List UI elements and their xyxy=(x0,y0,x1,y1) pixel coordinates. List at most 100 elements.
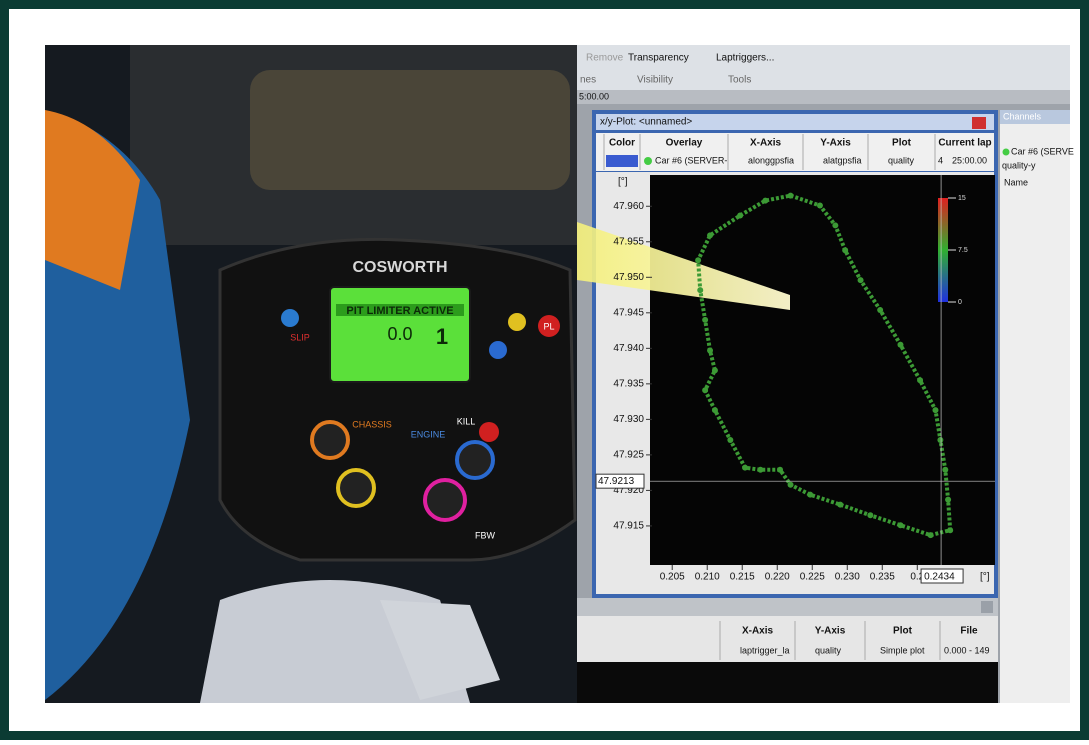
column-header: Overlay xyxy=(666,138,703,149)
table-cell: alatgpsfia xyxy=(823,155,862,165)
status-dot xyxy=(1003,149,1010,156)
table-cell: quality xyxy=(815,645,842,655)
column-header: Y-Axis xyxy=(815,626,846,637)
track-point xyxy=(727,437,733,443)
button-label: SLIP xyxy=(290,332,310,342)
x-tick-label: 0.215 xyxy=(730,572,755,583)
table-cell: 4 xyxy=(938,155,943,165)
y-tick-label: 47.950 xyxy=(613,272,644,283)
track-point xyxy=(707,232,713,238)
track-point xyxy=(702,317,708,323)
toolbar-button: Transparency xyxy=(628,53,689,64)
track-point xyxy=(945,497,951,503)
x-tick-label: 0.230 xyxy=(835,572,860,583)
y-tick-label: 47.955 xyxy=(613,236,644,247)
track-point xyxy=(897,342,903,348)
table-cell: alonggpsfia xyxy=(748,155,794,165)
track-point xyxy=(897,522,903,528)
track-point xyxy=(695,257,701,263)
table-cell: Car #6 (SERVER- xyxy=(655,155,727,165)
channels-panel xyxy=(1000,110,1070,703)
y-tick-label: 47.945 xyxy=(613,307,644,318)
track-point xyxy=(858,277,864,283)
track-point xyxy=(757,467,763,473)
cursor-y-label: 47.9213 xyxy=(598,476,635,487)
gear: 1 xyxy=(436,324,448,349)
track-point xyxy=(928,532,934,538)
track-point xyxy=(942,467,948,473)
track-point xyxy=(788,482,794,488)
y-tick-label: 47.960 xyxy=(613,201,644,212)
x-tick-label: 0.210 xyxy=(695,572,720,583)
track-point xyxy=(832,222,838,228)
y-tick-label: 47.935 xyxy=(613,378,644,389)
toolbar-button: Remove xyxy=(586,53,624,64)
channel-header: Name xyxy=(1004,177,1028,187)
cursor-x-label: 0.2434 xyxy=(924,572,955,583)
toolbar-group: Tools xyxy=(728,75,751,86)
speed: 0.0 xyxy=(387,324,412,344)
x-tick-label: 0.225 xyxy=(800,572,825,583)
button-label: PL xyxy=(543,321,554,331)
table-cell: quality xyxy=(888,155,915,165)
track-point xyxy=(932,407,938,413)
column-header: Color xyxy=(609,138,635,149)
y-tick-label: 47.915 xyxy=(613,521,644,532)
x-unit: [°] xyxy=(980,572,990,583)
colorbar-label: 15 xyxy=(958,195,966,202)
table-cell: 25:00.00 xyxy=(952,155,987,165)
y-unit: [°] xyxy=(618,177,628,188)
x-tick-label: 0.205 xyxy=(660,572,685,583)
toolbar-group: nes xyxy=(580,75,596,86)
x-tick-label: 0.235 xyxy=(870,572,895,583)
wheel-brand: COSWORTH xyxy=(352,259,447,276)
track-point xyxy=(788,193,794,199)
track-point xyxy=(702,387,708,393)
track-point xyxy=(842,247,848,253)
colorbar-label: 0 xyxy=(958,299,962,306)
wheel-photo: COSWORTH PIT LIMITER ACTIVE 0.0 1 SLIP P… xyxy=(45,45,577,703)
picture: COSWORTH PIT LIMITER ACTIVE 0.0 1 SLIP P… xyxy=(0,0,1089,740)
track-point xyxy=(837,502,843,508)
channel-item: Car #6 (SERVE xyxy=(1011,146,1074,156)
close-button[interactable] xyxy=(972,117,986,129)
window-title: x/y-Plot: <unnamed> xyxy=(600,117,692,128)
channel-filter: quality-y xyxy=(1002,160,1036,170)
y-tick-label: 47.930 xyxy=(613,414,644,425)
button-label: ENGINE xyxy=(411,429,446,439)
column-header: Plot xyxy=(893,626,913,637)
track-point xyxy=(947,527,953,533)
track-point xyxy=(737,212,743,218)
close-button[interactable] xyxy=(981,601,993,613)
track-point xyxy=(807,492,813,498)
x-tick-label: 0.220 xyxy=(765,572,790,583)
track-point xyxy=(697,287,703,293)
track-point xyxy=(937,437,943,443)
track-point xyxy=(707,347,713,353)
time: 5:00.00 xyxy=(579,91,609,101)
table-cell: Simple plot xyxy=(880,645,925,655)
column-header: Current lap xyxy=(938,138,991,149)
button-label: KILL xyxy=(457,416,476,426)
toolbar-group: Visibility xyxy=(637,75,673,86)
track-point xyxy=(867,512,873,518)
track-point xyxy=(777,467,783,473)
track-point xyxy=(712,407,718,413)
y-tick-label: 47.925 xyxy=(613,450,644,461)
track-point xyxy=(877,307,883,313)
table-cell: laptrigger_la xyxy=(740,645,790,655)
button-label: FBW xyxy=(475,530,496,540)
display-banner: PIT LIMITER ACTIVE xyxy=(346,305,453,317)
column-header: X-Axis xyxy=(742,626,774,637)
toolbar-button: Laptriggers... xyxy=(716,53,774,64)
table-cell: 0.000 - 149 xyxy=(944,645,990,655)
colorbar xyxy=(938,198,948,302)
track-point xyxy=(742,465,748,471)
panel-title: Channels xyxy=(1003,111,1042,121)
track-point xyxy=(917,377,923,383)
y-tick-label: 47.940 xyxy=(613,343,644,354)
button-label: CHASSIS xyxy=(352,419,392,429)
status-dot xyxy=(644,157,652,165)
column-header: X-Axis xyxy=(750,138,782,149)
page: COSWORTH PIT LIMITER ACTIVE 0.0 1 SLIP P… xyxy=(0,0,1089,740)
